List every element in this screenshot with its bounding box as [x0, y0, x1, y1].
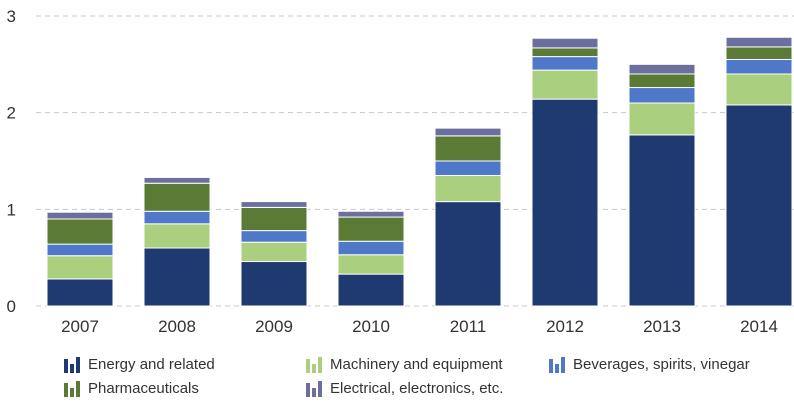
bar-segment — [143, 182, 211, 212]
bar-segment — [143, 223, 211, 249]
bar-segment — [531, 47, 599, 58]
bar-segment — [143, 247, 211, 307]
bar-chart-icon — [64, 356, 80, 373]
bar-chart-icon — [306, 380, 322, 397]
bar-segment — [240, 261, 308, 307]
bar-segment — [337, 210, 405, 218]
y-tick-label: 1 — [7, 200, 16, 219]
x-tick-label: 2008 — [158, 317, 196, 336]
bar-segment — [628, 73, 696, 89]
bar-chart-icon — [306, 356, 322, 373]
legend-label: Pharmaceuticals — [88, 380, 199, 397]
bar-segment — [628, 102, 696, 136]
legend-label: Electrical, electronics, etc. — [330, 380, 504, 397]
x-tick-label: 2012 — [546, 317, 584, 336]
bar-chart-icon — [64, 380, 80, 397]
bar-segment — [337, 254, 405, 275]
bar-segment — [46, 278, 114, 307]
bar-segment — [337, 273, 405, 307]
bar-segment — [434, 127, 502, 137]
legend-item: Machinery and equipment — [306, 356, 503, 373]
bar-segment — [434, 160, 502, 176]
y-tick-label: 3 — [7, 7, 16, 26]
bar-segment — [143, 176, 211, 184]
bar-segment — [628, 87, 696, 104]
bar-segment — [46, 255, 114, 280]
bar-segment — [240, 206, 308, 232]
bar-segment — [46, 218, 114, 245]
bar-segment — [434, 175, 502, 203]
legend-label: Machinery and equipment — [330, 356, 503, 373]
legend-item: Beverages, spirits, vinegar — [549, 356, 750, 373]
x-tick-label: 2013 — [643, 317, 681, 336]
legend-label: Beverages, spirits, vinegar — [573, 356, 750, 373]
bar-segment — [46, 243, 114, 257]
x-tick-label: 2011 — [450, 317, 487, 336]
bar-segment — [725, 59, 793, 75]
bar-segment — [628, 63, 696, 75]
bar-segment — [337, 216, 405, 242]
chart-legend: Energy and related Machinery and equipmen… — [0, 350, 794, 404]
bar-segment — [725, 36, 793, 48]
legend-item: Energy and related — [64, 356, 215, 373]
bar-segment — [46, 211, 114, 220]
bar-segment — [240, 241, 308, 263]
bar-segment — [531, 98, 599, 307]
bar-segment — [240, 201, 308, 208]
bar-segment — [434, 135, 502, 162]
legend-label: Energy and related — [88, 356, 215, 373]
x-tick-label: 2009 — [255, 317, 293, 336]
bar-segment — [337, 240, 405, 256]
y-tick-label: 0 — [7, 297, 16, 316]
bar-segment — [143, 210, 211, 225]
bar-segment — [531, 56, 599, 71]
bar-segment — [725, 104, 793, 307]
x-tick-label: 2007 — [61, 317, 99, 336]
bar-segment — [531, 37, 599, 49]
x-tick-label: 2010 — [352, 317, 390, 336]
legend-item: Electrical, electronics, etc. — [306, 380, 503, 397]
bar-segment — [628, 134, 696, 307]
bar-segment — [531, 69, 599, 100]
bar-segment — [434, 201, 502, 307]
bar-segment — [725, 73, 793, 106]
bar-chart-icon — [549, 356, 565, 373]
legend-item: Pharmaceuticals — [64, 380, 199, 397]
stacked-bar-chart: 0 1 2 3 2007 2008 2009 2010 2011 2012 2013 2014 — [7, 7, 794, 336]
bar-segment — [240, 230, 308, 243]
bar-segment — [725, 46, 793, 61]
y-tick-label: 2 — [7, 104, 16, 123]
x-tick-label: 2014 — [740, 317, 778, 336]
